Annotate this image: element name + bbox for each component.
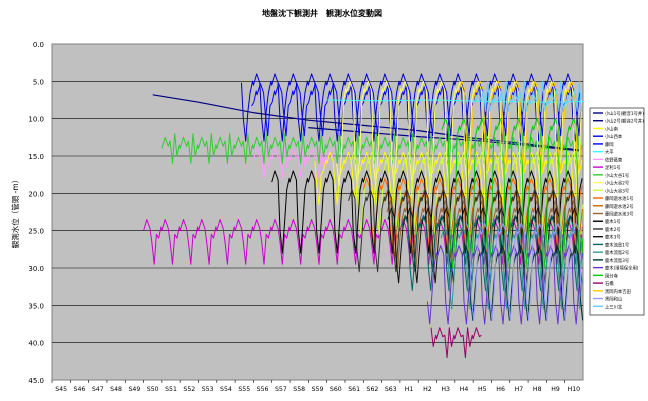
series-line [458,80,582,172]
legend-entry: 小山大谷3号 [605,187,629,194]
legend-entry: 足利1号 [605,164,621,171]
series-line [440,226,583,310]
y-tick-label: 45.0 [28,377,44,385]
y-tick-label: 10.0 [28,116,44,124]
x-tick-label: S54 [220,386,232,393]
legend-entry: 鹿木(環境保全用) [605,265,639,272]
series-line [401,215,582,291]
legend-entry: 藤岡遊水池1号 [605,195,634,202]
x-tick-label: S47 [92,386,104,393]
legend-entry: 鹿木2号 [605,226,621,233]
legend-entry: 鹿木3号 [605,234,621,241]
x-tick-label: S61 [348,386,360,393]
x-tick-label: S63 [385,386,397,393]
x-tick-label: S60 [330,386,342,393]
legend: 小山1号(観音1号井)小山2号(観音2号井)小山南小山西本藤岡大平佐野葛東足利1… [589,107,645,316]
legend-entry: 鹿木流島2号 [605,249,629,256]
x-tick-label: S48 [110,386,122,393]
x-tick-label: H9 [551,386,560,393]
x-tick-label: S57 [275,386,287,393]
legend-entry: 石橋 [605,280,614,287]
series-line [252,148,336,179]
x-tick-label: S56 [257,386,269,393]
series-line [326,99,584,103]
y-tick-label: 25.0 [28,228,44,236]
legend-entry: 国分寺 [605,272,619,279]
x-tick-label: S59 [312,386,324,393]
x-tick-label: S55 [238,386,250,393]
x-tick-label: H7 [515,386,524,393]
chart-title: 地盤沈下観測井 観測水位変動図 [262,8,382,18]
legend-entry: 小山1号(観音1号井) [605,110,644,117]
legend-entry: 鹿木流島3号 [605,257,629,264]
legend-entry: 大平 [605,149,614,156]
legend-entry: 小山2号(観音2号井) [605,118,644,125]
x-tick-label: H4 [460,386,469,393]
series-line [314,151,583,205]
legend-entry: 佐野葛東 [605,156,623,163]
x-tick-label: S51 [165,386,177,393]
y-tick-label: 5.0 [33,78,44,86]
y-tick-label: 0.0 [33,41,44,49]
legend-entry: 小山大谷2号 [605,180,629,187]
series-line [152,94,580,151]
legend-entry: 小山西本 [605,133,623,140]
x-tick-label: H1 [405,386,414,393]
legend-entry: 小山大谷1号 [605,172,629,179]
x-tick-label: S53 [202,386,214,393]
x-tick-label: H5 [478,386,487,393]
x-tick-label: H8 [533,386,542,393]
series-line [241,73,581,142]
x-tick-label: S52 [183,386,195,393]
legend-entry: 上三川北 [605,303,623,310]
x-tick-label: S50 [147,386,159,393]
legend-box [589,107,645,316]
y-tick-label: 15.0 [28,153,44,161]
x-tick-label: S62 [367,386,379,393]
legend-entry: 鹿木流島1号 [605,241,629,248]
legend-entry: 鹿木1号 [605,218,621,225]
x-tick-label: H2 [423,386,432,393]
legend-entry: 小山南 [605,125,619,132]
legend-entry: 黒岡和山 [605,296,622,303]
x-tick-label: H6 [496,386,505,393]
y-tick-label: 30.0 [28,265,44,273]
series-line [474,80,582,112]
y-tick-label: 35.0 [28,302,44,310]
x-tick-label: H3 [441,386,450,393]
x-tick-label: S49 [128,386,140,393]
series-group [143,73,584,359]
x-tick-label: S58 [293,386,305,393]
x-tick-label: H10 [568,386,581,393]
x-tick-label: S46 [74,386,86,393]
legend-entry: 藤岡 [605,141,614,148]
x-tick-label: S45 [55,386,67,393]
y-tick-label: 20.0 [28,190,44,198]
series-line [430,327,482,359]
legend-entry: 黒岡内本吉田 [605,288,631,295]
series-line [461,245,584,321]
y-tick-label: 40.0 [28,340,44,348]
y-axis-label: 観測水位（管頭 -m） [10,176,20,248]
legend-entry: 藤岡遊水池3号 [605,211,634,218]
series-line [362,177,583,247]
series-line [465,222,582,321]
legend-entry: 藤岡遊水池2号 [605,203,634,210]
